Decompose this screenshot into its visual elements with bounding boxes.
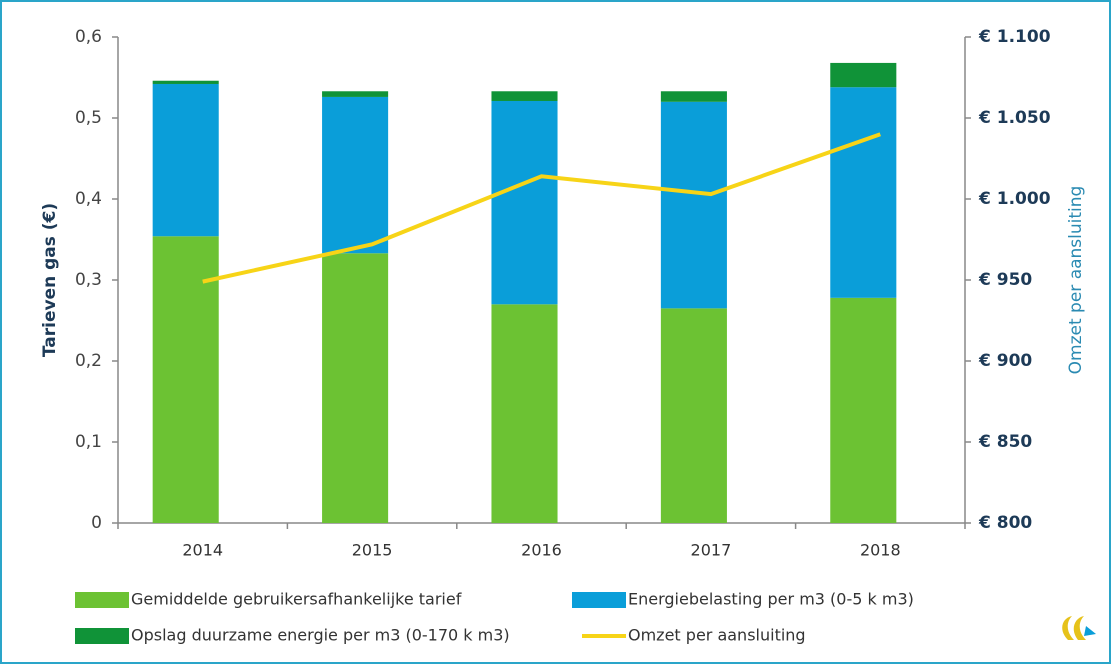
legend-swatch <box>75 628 129 644</box>
y-tick-label: 0,4 <box>75 189 102 209</box>
y2-tick-label: € 900 <box>978 351 1032 371</box>
legend-label: Opslag duurzame energie per m3 (0-170 k … <box>131 626 510 645</box>
y2-tick-label: € 850 <box>978 432 1032 452</box>
y-tick-label: 0,3 <box>75 270 102 290</box>
y2-tick-label: € 800 <box>978 513 1032 533</box>
bar <box>152 83 219 237</box>
legend-label: Omzet per aansluiting <box>628 626 806 645</box>
x-tick-label: 2017 <box>691 541 732 560</box>
legend-swatch <box>572 592 626 608</box>
legend-label: Gemiddelde gebruikersafhankelijke tarief <box>131 590 462 609</box>
y2-tick-label: € 1.050 <box>978 108 1051 128</box>
bar <box>660 91 727 102</box>
y-tick-label: 0,5 <box>75 108 102 128</box>
bar <box>152 236 219 523</box>
bar <box>152 80 219 84</box>
bar <box>660 308 727 523</box>
y-axis-title: Tarieven gas (€) <box>40 203 60 357</box>
bar <box>660 101 727 309</box>
bar <box>830 297 897 523</box>
bar <box>491 304 558 523</box>
legend-swatch <box>75 592 129 608</box>
bar <box>491 91 558 101</box>
bar <box>322 91 389 97</box>
bar <box>830 87 897 298</box>
bar <box>322 96 389 254</box>
y-tick-label: 0,6 <box>75 27 102 47</box>
line <box>202 132 881 284</box>
y2-axis-title: Omzet per aansluiting <box>1066 186 1086 375</box>
bar <box>322 253 389 523</box>
legend-label: Energiebelasting per m3 (0-5 k m3) <box>628 590 914 609</box>
y2-tick-label: € 1.000 <box>978 189 1051 209</box>
y2-tick-label: € 950 <box>978 270 1032 290</box>
x-tick-label: 2018 <box>860 541 901 560</box>
y-tick-label: 0,2 <box>75 351 102 371</box>
x-tick-label: 2016 <box>521 541 562 560</box>
x-tick-label: 2015 <box>352 541 393 560</box>
y2-tick-label: € 1.100 <box>978 27 1051 47</box>
y-tick-label: 0,1 <box>75 432 102 452</box>
x-tick-label: 2014 <box>182 541 223 560</box>
y-tick-label: 0 <box>91 513 102 533</box>
logo <box>1062 616 1096 640</box>
bar <box>830 62 897 88</box>
bar <box>491 100 558 305</box>
